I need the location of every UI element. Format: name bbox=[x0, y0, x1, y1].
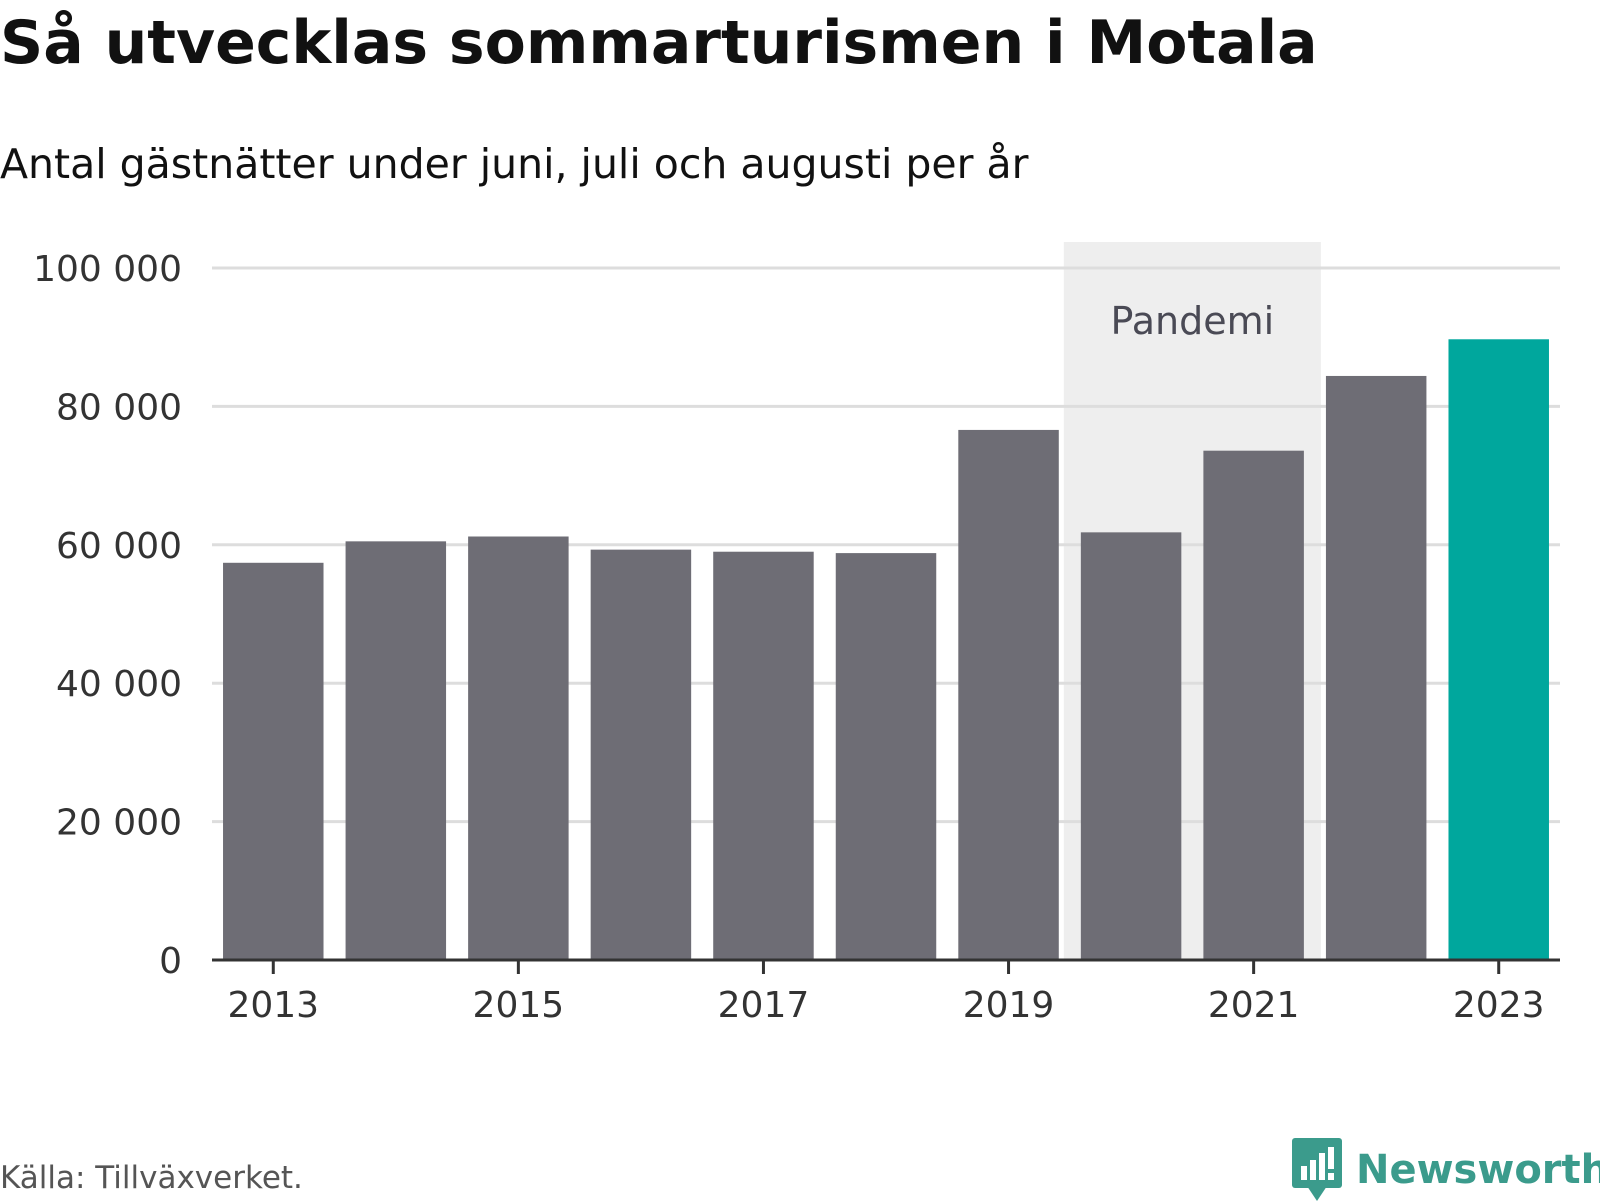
y-tick-label: 20 000 bbox=[56, 803, 182, 844]
bar-2023 bbox=[1448, 339, 1549, 960]
x-tick-label: 2013 bbox=[227, 985, 319, 1026]
pandemic-label: Pandemi bbox=[1111, 299, 1275, 343]
x-tick-label: 2015 bbox=[473, 985, 565, 1026]
x-tick-label: 2023 bbox=[1453, 985, 1545, 1026]
y-tick-label: 0 bbox=[159, 941, 182, 982]
brand: Newsworthy bbox=[1292, 1138, 1600, 1202]
chart-subtitle: Antal gästnätter under juni, juli och au… bbox=[0, 140, 1029, 188]
bar-2022 bbox=[1325, 375, 1427, 960]
bar-2015 bbox=[468, 536, 569, 960]
brand-name: Newsworthy bbox=[1356, 1147, 1600, 1193]
x-tick-label: 2017 bbox=[718, 985, 810, 1026]
bar-2016 bbox=[590, 549, 692, 960]
bar-2021 bbox=[1203, 450, 1304, 960]
y-tick-label: 60 000 bbox=[56, 526, 182, 567]
bar-2019 bbox=[958, 429, 1059, 961]
x-tick-label: 2019 bbox=[963, 985, 1055, 1026]
x-tick-label: 2021 bbox=[1208, 985, 1300, 1026]
bar-2013 bbox=[223, 562, 324, 960]
bar-2014 bbox=[345, 541, 447, 960]
newsworthy-logo-icon bbox=[1292, 1138, 1342, 1201]
bar-2020 bbox=[1080, 532, 1182, 960]
source-note: Källa: Tillväxverket. bbox=[0, 1160, 303, 1196]
y-tick-label: 40 000 bbox=[56, 664, 182, 705]
bar-2018 bbox=[835, 553, 937, 960]
bar-2017 bbox=[713, 551, 814, 960]
y-tick-label: 80 000 bbox=[56, 387, 182, 428]
chart-title: Så utvecklas sommarturismen i Motala bbox=[0, 8, 1318, 78]
y-tick-label: 100 000 bbox=[33, 249, 182, 290]
